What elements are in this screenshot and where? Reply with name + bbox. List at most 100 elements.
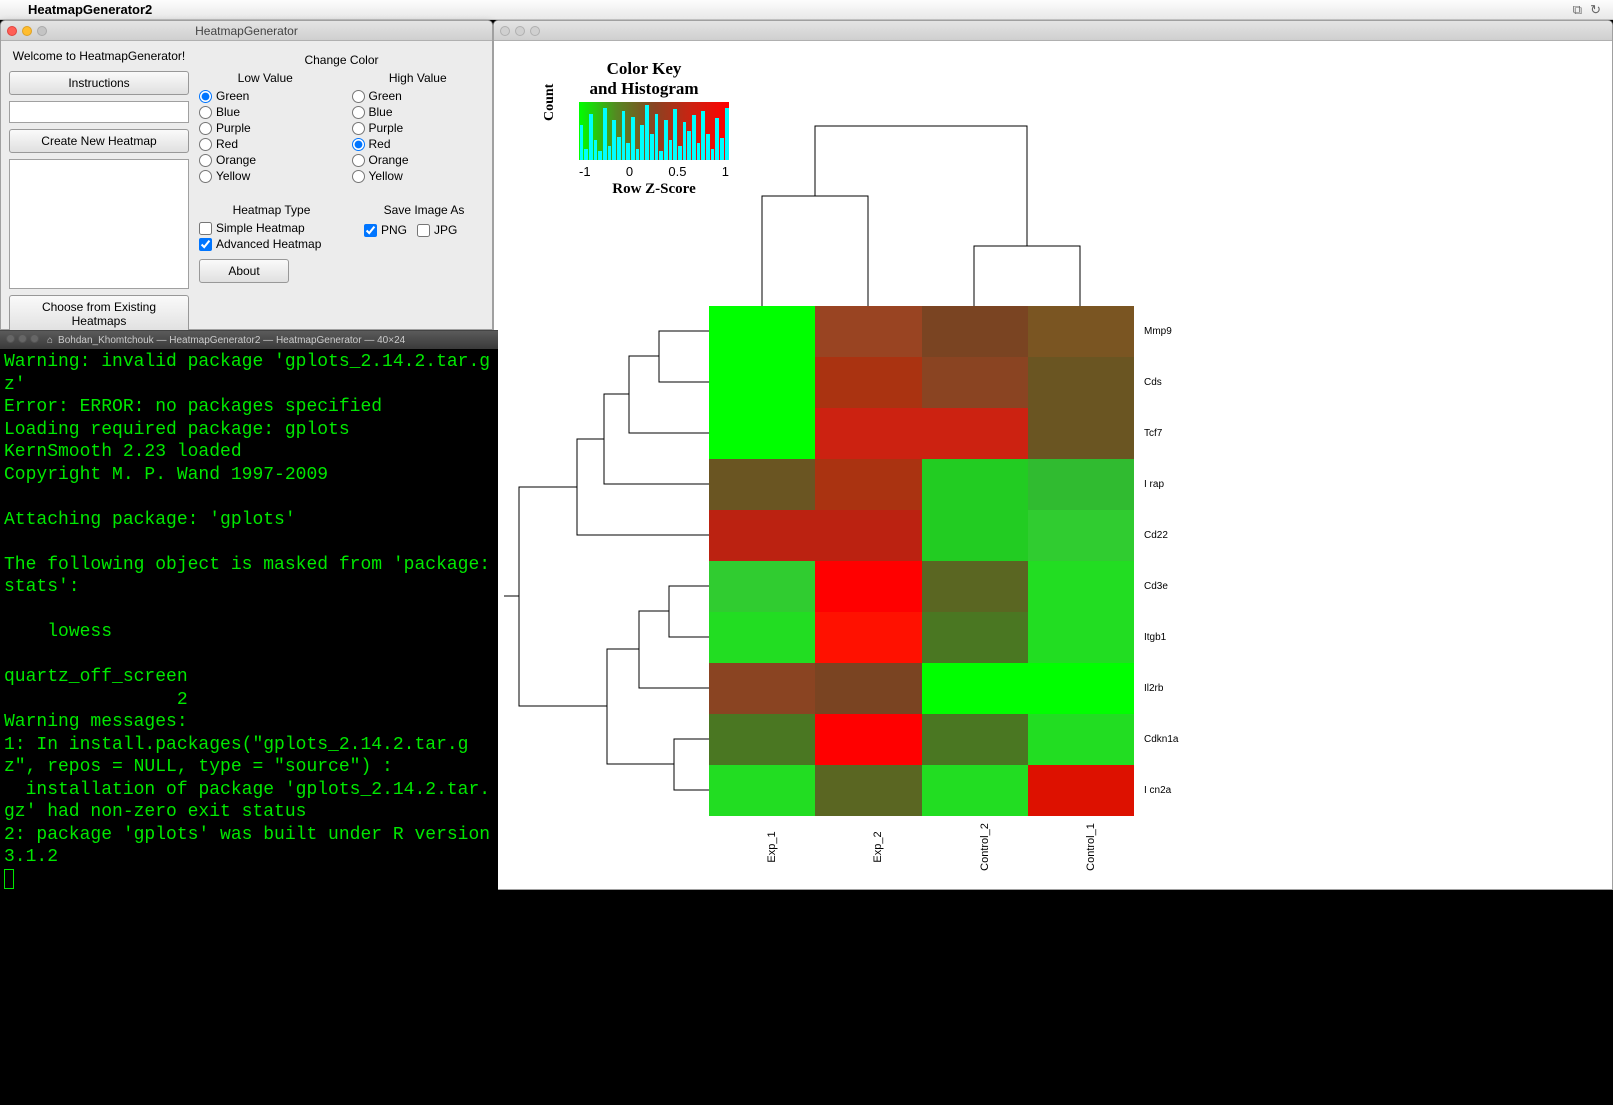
sync-icon[interactable]: ↻ [1590,2,1601,18]
plot-titlebar[interactable] [494,21,1612,41]
menubar-right-icons: ⧉ ↻ [1573,2,1601,18]
column-label: Control_2 [959,794,991,900]
heatmap-cell [922,306,1028,357]
high-blue-radio[interactable]: Blue [352,105,485,119]
zoom-icon[interactable] [37,26,47,36]
low-purple-radio[interactable]: Purple [199,121,332,135]
terminal-title: Bohdan_Khomtchouk — HeatmapGenerator2 — … [58,335,405,346]
about-button[interactable]: About [199,259,289,283]
high-red-radio[interactable]: Red [352,137,485,151]
colorkey-histogram [579,102,729,160]
heatmap-cell [1028,306,1134,357]
heatmap-cell [815,612,921,663]
menubar-app-name[interactable]: HeatmapGenerator2 [28,2,152,17]
low-yellow-radio[interactable]: Yellow [199,169,332,183]
heatmap-cell [922,612,1028,663]
heatmap-cell [709,459,815,510]
heatmap-cell [815,459,921,510]
window-titlebar[interactable]: HeatmapGenerator [1,21,492,41]
heatmap-cell [709,561,815,612]
terminal-window: ⌂ Bohdan_Khomtchouk — HeatmapGenerator2 … [0,330,498,1105]
change-color-label: Change Color [199,53,484,67]
row-label: Tcf7 [1144,428,1178,439]
column-label: Control_1 [1065,794,1097,900]
cursor [4,869,14,889]
heatmap-cell [922,561,1028,612]
colorkey-title-2: and Histogram [539,79,749,99]
terminal-titlebar[interactable]: ⌂ Bohdan_Khomtchouk — HeatmapGenerator2 … [0,331,498,349]
macos-menubar: HeatmapGenerator2 ⧉ ↻ [0,0,1613,20]
heatmap-cell [1028,510,1134,561]
plot-body: Color Key and Histogram Count -100.51 Ro… [494,41,1612,889]
plot-traffic-lights [500,26,540,36]
minimize-icon[interactable] [515,26,525,36]
high-purple-radio[interactable]: Purple [352,121,485,135]
heatmap-grid [709,306,1134,816]
heatmap-type-label: Heatmap Type [199,203,344,217]
right-column: Change Color Low Value Green Blue Purple… [199,49,484,333]
heatmap-cell [709,408,815,459]
high-value-label: High Value [352,71,485,85]
close-icon[interactable] [7,26,17,36]
row-label: Cd3e [1144,581,1178,592]
welcome-label: Welcome to HeatmapGenerator! [9,49,189,63]
low-orange-radio[interactable]: Orange [199,153,332,167]
expose-icon[interactable]: ⧉ [1573,2,1582,18]
create-heatmap-button[interactable]: Create New Heatmap [9,129,189,153]
row-label: I cn2a [1144,785,1178,796]
heatmap-cell [922,459,1028,510]
minimize-icon[interactable] [22,26,32,36]
column-dendrogram [709,121,1134,306]
zoom-icon[interactable] [530,26,540,36]
heatmap-cell [815,357,921,408]
heatmap-listbox[interactable] [9,159,189,289]
colorkey-xticks: -100.51 [579,164,729,179]
row-label: Cd22 [1144,530,1178,541]
colorkey-gradient [579,102,729,160]
heatmap-cell [709,663,815,714]
close-icon[interactable] [500,26,510,36]
row-dendrogram [499,306,709,816]
high-green-radio[interactable]: Green [352,89,485,103]
window-title: HeatmapGenerator [195,24,298,38]
high-yellow-radio[interactable]: Yellow [352,169,485,183]
low-blue-radio[interactable]: Blue [199,105,332,119]
heatmap-cell [815,408,921,459]
png-checkbox[interactable]: PNG [364,223,407,237]
heatmap-cell [709,612,815,663]
heatmap-cell [922,663,1028,714]
heatmap-cell [1028,459,1134,510]
control-body: Welcome to HeatmapGenerator! Instruction… [1,41,492,341]
heatmap-cell [709,306,815,357]
heatmap-cell [1028,561,1134,612]
heatmap-cell [815,510,921,561]
heatmap-type-group: Heatmap Type Simple Heatmap Advanced Hea… [199,199,344,283]
row-label: Cdkn1a [1144,734,1178,745]
heatmap-plot-window: Color Key and Histogram Count -100.51 Ro… [493,20,1613,890]
heatmap-cell [709,357,815,408]
choose-existing-button[interactable]: Choose from Existing Heatmaps [9,295,189,333]
heatmap-cell [815,306,921,357]
column-labels: Exp_1Exp_2Control_2Control_1 [709,831,1134,863]
high-orange-radio[interactable]: Orange [352,153,485,167]
jpg-checkbox[interactable]: JPG [417,223,457,237]
colorkey-ylabel: Count [542,84,558,121]
heatmap-cell [922,510,1028,561]
heatmap-cell [815,561,921,612]
row-label: Itgb1 [1144,632,1178,643]
home-icon: ⌂ [47,335,53,346]
low-value-label: Low Value [199,71,332,85]
simple-heatmap-checkbox[interactable]: Simple Heatmap [199,221,344,235]
heatmap-cell [709,714,815,765]
low-red-radio[interactable]: Red [199,137,332,151]
terminal-body[interactable]: Warning: invalid package 'gplots_2.14.2.… [0,349,498,898]
low-green-radio[interactable]: Green [199,89,332,103]
instructions-button[interactable]: Instructions [9,71,189,95]
advanced-heatmap-checkbox[interactable]: Advanced Heatmap [199,237,344,251]
row-label: Cds [1144,377,1178,388]
heatmap-cell [922,714,1028,765]
file-input[interactable] [9,101,189,123]
row-label: Mmp9 [1144,326,1178,337]
row-labels: Mmp9CdsTcf7I rapCd22Cd3eItgb1Il2rbCdkn1a… [1144,306,1178,816]
left-column: Welcome to HeatmapGenerator! Instruction… [9,49,189,333]
